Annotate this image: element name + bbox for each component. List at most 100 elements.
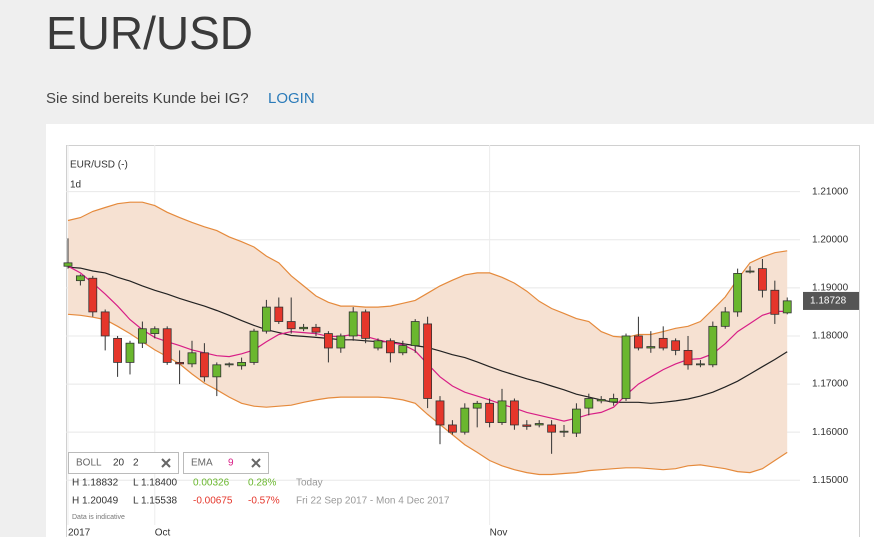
- candle-body: [162, 328, 172, 363]
- x-tick-label: 2017: [68, 528, 91, 537]
- y-tick-label: 1.20000: [812, 234, 849, 245]
- candle-body: [323, 333, 333, 349]
- note: Data is indicative: [72, 514, 125, 521]
- remove-indicator[interactable]: [251, 458, 261, 468]
- indicator-param: 2: [133, 458, 139, 469]
- candle-body: [547, 424, 557, 433]
- y-tick-label: 1.16000: [812, 427, 849, 438]
- candle-body: [237, 362, 246, 367]
- interval: 1d: [70, 180, 81, 191]
- last-price-label: 1.18728: [810, 296, 847, 307]
- candle-body: [113, 337, 122, 363]
- candle-body: [770, 289, 780, 315]
- stat-low: L 1.15538: [133, 496, 178, 507]
- candle-body: [299, 326, 308, 330]
- candle-body: [88, 277, 98, 313]
- remove-indicator[interactable]: [161, 458, 171, 468]
- candle-body: [683, 349, 693, 366]
- candle-body: [671, 340, 681, 351]
- candle-body: [460, 407, 470, 433]
- candle-body: [249, 330, 259, 363]
- stat-change-pct: -0.57%: [248, 496, 280, 507]
- close-icon: [251, 458, 261, 468]
- candle-body: [609, 398, 619, 403]
- candle-body: [572, 408, 581, 434]
- candle-body: [782, 300, 792, 314]
- candle-body: [758, 268, 767, 291]
- y-tick-label: 1.21000: [812, 186, 849, 197]
- candle-body: [361, 311, 371, 339]
- candle-body: [559, 430, 569, 433]
- candle-body: [212, 364, 222, 378]
- candle-body: [311, 326, 321, 333]
- x-tick-label: Oct: [155, 528, 171, 537]
- candle-body: [386, 340, 395, 354]
- chart-title: EUR/USD (-): [70, 160, 128, 171]
- candle-body: [634, 335, 643, 349]
- candle-body: [100, 311, 110, 337]
- candle-body: [398, 345, 408, 354]
- stat-low: L 1.18400: [133, 478, 178, 489]
- candle-body: [336, 335, 346, 349]
- y-tick-label: 1.15000: [812, 475, 849, 486]
- candle-body: [534, 423, 544, 426]
- candle-body: [745, 270, 755, 273]
- candle-body: [708, 325, 718, 366]
- candle-body: [646, 346, 656, 349]
- page-title: EUR/USD: [46, 7, 253, 59]
- candle-body: [373, 340, 383, 349]
- y-tick-label: 1.17000: [812, 379, 849, 390]
- login-link[interactable]: LOGIN: [268, 90, 315, 107]
- candle-body: [187, 352, 197, 365]
- candle-body: [410, 321, 420, 346]
- candle-body: [497, 400, 507, 423]
- indicator-param: 20: [113, 458, 125, 469]
- stat-high: H 1.18832: [72, 478, 119, 489]
- candle-body: [63, 262, 73, 267]
- candle-body: [472, 402, 482, 409]
- close-icon: [161, 458, 171, 468]
- plot-area: [63, 145, 800, 525]
- candle-body: [137, 328, 147, 344]
- candle-body: [448, 424, 457, 433]
- candle-body: [286, 321, 296, 330]
- candle-body: [75, 275, 85, 282]
- candle-body: [621, 335, 631, 399]
- candle-body: [261, 306, 271, 332]
- candle-body: [510, 400, 519, 426]
- candle-body: [720, 311, 730, 327]
- stat-period: Today: [296, 478, 323, 489]
- last-price-box: [803, 291, 859, 310]
- indicator-box: [183, 452, 269, 474]
- stat-period: Fri 22 Sep 2017 - Mon 4 Dec 2017: [296, 496, 450, 507]
- candle-body: [733, 273, 743, 313]
- indicator-name: EMA: [191, 458, 213, 469]
- candle-body: [584, 398, 594, 409]
- customer-prompt: Sie sind bereits Kunde bei IG?: [46, 90, 249, 107]
- candle-body: [658, 337, 668, 349]
- candle-body: [423, 323, 433, 399]
- x-tick-label: Nov: [490, 528, 508, 537]
- candle-body: [274, 306, 284, 322]
- band-lower: [67, 313, 788, 476]
- candle-body: [348, 311, 358, 337]
- candle-body: [224, 363, 234, 366]
- y-tick-label: 1.19000: [812, 283, 849, 294]
- stat-high: H 1.20049: [72, 496, 119, 507]
- candle-body: [199, 352, 209, 378]
- candle-body: [696, 363, 705, 366]
- candle-body: [150, 328, 160, 334]
- stat-change: 0.00326: [193, 478, 230, 489]
- candle-body: [435, 400, 445, 426]
- candle-body: [485, 402, 495, 423]
- indicator-box: [68, 452, 179, 474]
- candle-body: [175, 362, 184, 365]
- y-tick-label: 1.18000: [812, 331, 849, 342]
- candle-body: [596, 399, 606, 402]
- indicator-name: BOLL: [76, 458, 102, 469]
- indicator-param: 9: [228, 458, 234, 469]
- stat-change: -0.00675: [193, 496, 233, 507]
- candle-body: [522, 424, 532, 427]
- band-upper: [67, 201, 788, 339]
- candle-body: [125, 342, 135, 363]
